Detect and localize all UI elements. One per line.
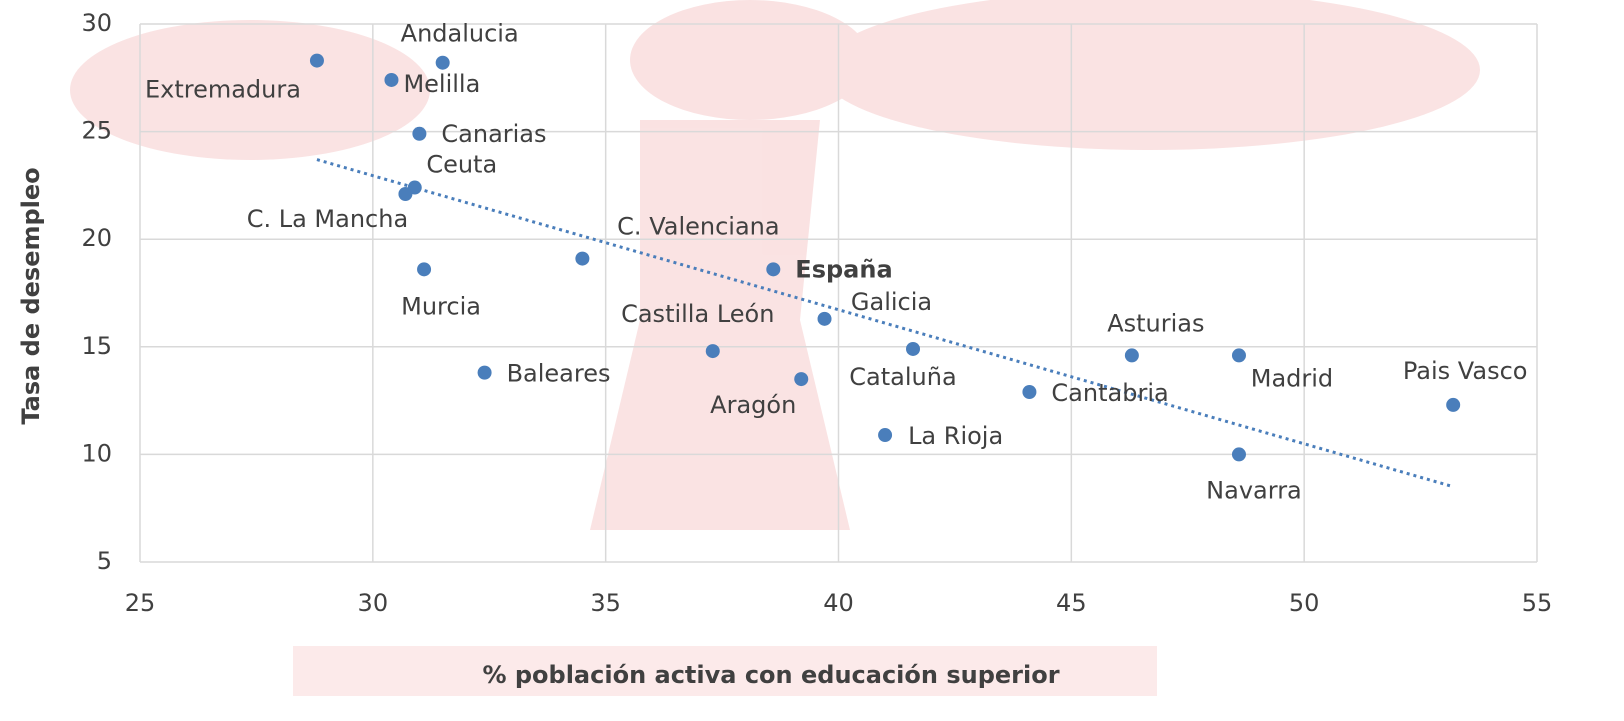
point-label: Navarra <box>1206 476 1302 504</box>
point-label: Canarias <box>441 120 546 148</box>
y-axis-title: Tasa de desempleo <box>17 167 45 424</box>
x-tick-label: 50 <box>1289 589 1320 617</box>
chart: % población activa con educación superio… <box>0 0 1624 721</box>
point-label: Melilla <box>403 70 480 98</box>
data-point <box>818 312 832 326</box>
x-tick-label: 25 <box>125 589 156 617</box>
data-point <box>1022 385 1036 399</box>
point-label: España <box>795 255 892 283</box>
data-point <box>384 73 398 87</box>
data-point <box>417 262 431 276</box>
data-point <box>878 428 892 442</box>
point-label: C. Valenciana <box>617 213 779 241</box>
point-label: La Rioja <box>908 422 1003 450</box>
data-point <box>766 262 780 276</box>
background-decoration <box>70 0 1480 696</box>
data-point <box>478 366 492 380</box>
data-point <box>412 127 426 141</box>
y-tick-label: 15 <box>81 332 112 360</box>
x-tick-label: 40 <box>823 589 854 617</box>
point-label: Extremadura <box>145 76 301 104</box>
data-point <box>1232 447 1246 461</box>
point-label: Cataluña <box>849 363 956 391</box>
point-label: Baleares <box>507 360 611 388</box>
data-point <box>398 187 412 201</box>
x-tick-label: 30 <box>358 589 389 617</box>
data-point <box>575 252 589 266</box>
point-label: Pais Vasco <box>1403 357 1528 385</box>
data-point <box>1446 398 1460 412</box>
point-label: Andalucia <box>401 20 519 48</box>
data-point <box>794 372 808 386</box>
point-label: Castilla León <box>621 300 774 328</box>
point-label: C. La Mancha <box>247 205 408 233</box>
x-tick-label: 45 <box>1056 589 1087 617</box>
y-tick-label: 30 <box>81 9 112 37</box>
x-axis-title: % población activa con educación superio… <box>482 661 1059 689</box>
x-tick-label: 35 <box>590 589 621 617</box>
y-tick-label: 25 <box>81 117 112 145</box>
data-point <box>906 342 920 356</box>
point-label: Ceuta <box>426 151 497 179</box>
data-point <box>1232 348 1246 362</box>
data-point <box>1125 348 1139 362</box>
y-tick-label: 10 <box>81 439 112 467</box>
data-point <box>310 54 324 68</box>
point-label: Aragón <box>710 391 796 419</box>
point-label: Madrid <box>1251 364 1333 392</box>
y-tick-label: 5 <box>97 547 112 575</box>
x-tick-label: 55 <box>1522 589 1553 617</box>
point-label: Murcia <box>401 292 481 320</box>
point-label: Asturias <box>1107 309 1204 337</box>
data-point <box>706 344 720 358</box>
point-label: Galicia <box>851 288 932 316</box>
data-point <box>436 56 450 70</box>
point-label: Cantabria <box>1051 379 1168 407</box>
y-tick-label: 20 <box>81 224 112 252</box>
